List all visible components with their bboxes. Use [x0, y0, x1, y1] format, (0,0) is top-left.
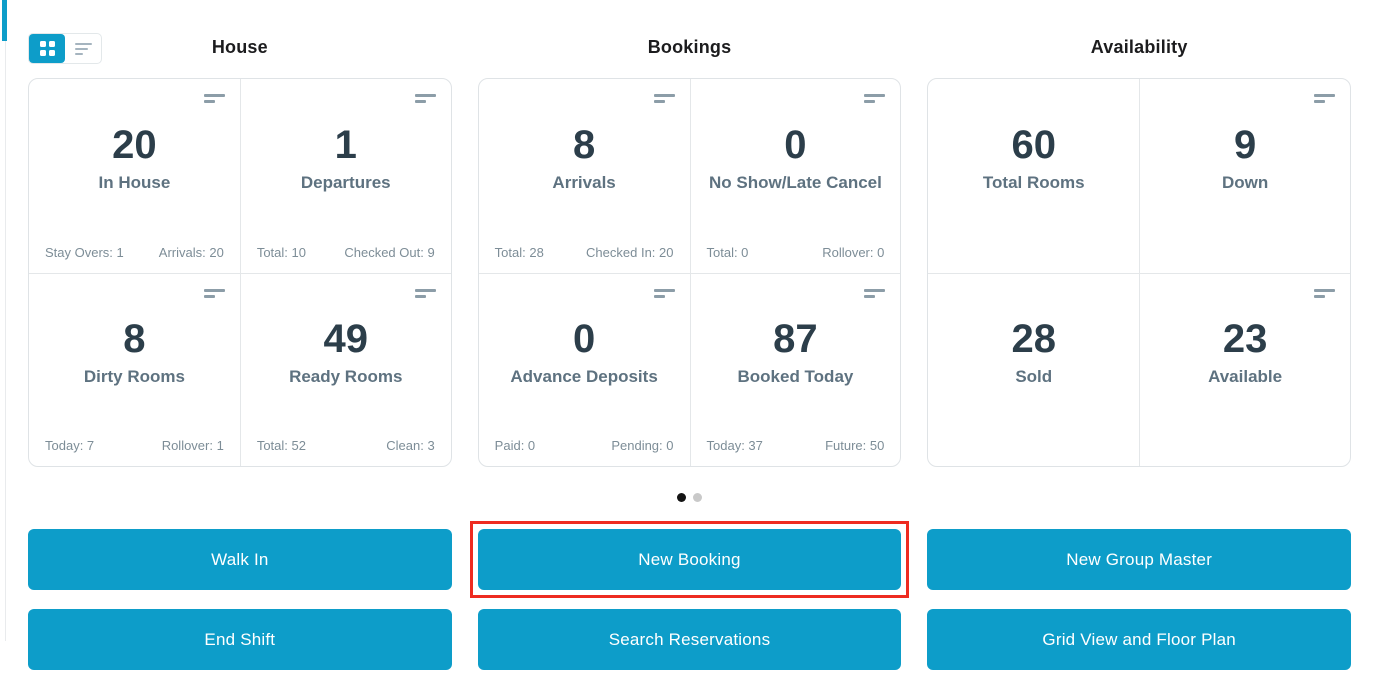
stat-card-total-rooms[interactable]: 60 Total Rooms [928, 79, 1139, 273]
stat-value: 60 [1011, 123, 1057, 168]
stat-footer: Total: 28 Checked In: 20 [495, 245, 674, 260]
stat-value: 20 [112, 123, 157, 168]
action-buttons-grid: Walk In New Booking New Group Master End… [28, 521, 1351, 670]
stat-label: Arrivals [552, 173, 616, 193]
annotation-highlight-box: New Booking [469, 521, 910, 598]
stat-footer-left: Today: 37 [706, 438, 763, 453]
card-menu-icon[interactable] [864, 288, 886, 298]
stat-label: Available [1208, 367, 1283, 387]
stat-footer-right: Checked In: 20 [586, 244, 674, 260]
walk-in-button[interactable]: Walk In [28, 529, 452, 590]
stat-footer-right: Rollover: 1 [161, 438, 224, 453]
stat-value: 1 [334, 123, 357, 168]
stat-footer: Total: 52 Clean: 3 [257, 438, 435, 453]
stat-value: 9 [1233, 123, 1257, 168]
list-view-icon [74, 42, 92, 55]
card-menu-icon[interactable] [864, 94, 886, 103]
stat-value: 8 [572, 123, 596, 168]
card-menu-icon[interactable] [1314, 94, 1336, 103]
card-menu-icon[interactable] [414, 288, 436, 298]
dashboard-content: House Bookings Availability 20 In House … [28, 33, 1352, 670]
stat-label: Total Rooms [982, 173, 1085, 193]
grid-view-floor-plan-button[interactable]: Grid View and Floor Plan [927, 609, 1351, 670]
left-accent-bar [2, 0, 7, 41]
stat-footer-left: Total: 28 [494, 244, 544, 260]
card-menu-icon[interactable] [203, 94, 225, 103]
stat-footer: Today: 7 Rollover: 1 [45, 438, 224, 453]
new-booking-button[interactable]: New Booking [477, 529, 902, 590]
stat-card-departures[interactable]: 1 Departures Total: 10 Checked Out: 9 [239, 79, 451, 273]
stat-card-dirty-rooms[interactable]: 8 Dirty Rooms Today: 7 Rollover: 1 [29, 272, 240, 467]
stat-footer: Total: 10 Checked Out: 9 [257, 245, 435, 260]
section-title-house: House [211, 37, 268, 57]
section-title-availability: Availability [1090, 37, 1188, 57]
stat-footer-left: Paid: 0 [494, 438, 536, 453]
stat-value: 23 [1222, 317, 1268, 362]
stat-footer: Today: 37 Future: 50 [707, 438, 885, 453]
stat-footer-left: Total: 10 [256, 244, 306, 260]
stat-label: Booked Today [737, 367, 854, 387]
stat-value: 49 [323, 317, 369, 362]
stat-card-sold[interactable]: 28 Sold [928, 272, 1140, 467]
stat-footer-right: Future: 50 [825, 438, 885, 453]
stat-footer: Total: 0 Rollover: 0 [707, 245, 885, 260]
card-menu-icon[interactable] [1314, 288, 1336, 298]
stat-value: 0 [784, 123, 807, 168]
stat-footer-left: Total: 0 [706, 244, 749, 260]
section-header-row: House Bookings Availability [28, 33, 1351, 64]
house-panel: 20 In House Stay Overs: 1 Arrivals: 20 1… [28, 78, 452, 467]
stat-label: Down [1221, 173, 1269, 193]
card-menu-icon[interactable] [653, 94, 675, 103]
bookings-panel: 8 Arrivals Total: 28 Checked In: 20 0 No… [477, 78, 902, 467]
stat-card-arrivals[interactable]: 8 Arrivals Total: 28 Checked In: 20 [479, 79, 690, 273]
stat-value: 28 [1011, 317, 1057, 362]
grid-view-toggle-button[interactable] [29, 34, 65, 63]
stat-footer-right: Clean: 3 [386, 438, 435, 453]
section-title-bookings: Bookings [647, 37, 732, 57]
card-menu-icon[interactable] [414, 94, 436, 103]
stat-card-available[interactable]: 23 Available [1139, 272, 1351, 466]
stat-footer-left: Stay Overs: 1 [45, 244, 124, 260]
stat-label: Departures [300, 173, 391, 193]
new-group-master-button[interactable]: New Group Master [927, 529, 1351, 590]
stat-card-no-show-late-cancel[interactable]: 0 No Show/Late Cancel Total: 0 Rollover:… [689, 79, 901, 273]
stat-label: In House [98, 173, 171, 193]
stat-footer-right: Arrivals: 20 [158, 244, 224, 260]
stat-panels-row: 20 In House Stay Overs: 1 Arrivals: 20 1… [28, 78, 1352, 467]
stat-footer: Paid: 0 Pending: 0 [495, 438, 674, 453]
stat-card-in-house[interactable]: 20 In House Stay Overs: 1 Arrivals: 20 [29, 79, 240, 273]
stat-footer-left: Today: 7 [45, 438, 95, 453]
stat-footer-right: Checked Out: 9 [344, 244, 435, 260]
stat-value: 0 [572, 317, 596, 362]
stat-label: Dirty Rooms [83, 367, 185, 387]
stat-footer-left: Total: 52 [256, 438, 306, 453]
stat-card-advance-deposits[interactable]: 0 Advance Deposits Paid: 0 Pending: 0 [478, 272, 690, 467]
availability-panel: 60 Total Rooms 9 Down 28 Sold 23 Availab… [927, 78, 1352, 467]
stat-label: Sold [1015, 367, 1053, 387]
stat-card-ready-rooms[interactable]: 49 Ready Rooms Total: 52 Clean: 3 [239, 272, 451, 466]
stat-card-down[interactable]: 9 Down [1139, 79, 1350, 273]
stat-footer: Stay Overs: 1 Arrivals: 20 [45, 245, 224, 260]
grid-view-icon [39, 41, 55, 56]
list-view-toggle-button[interactable] [65, 34, 101, 63]
pagination-dot-1[interactable] [677, 492, 686, 502]
carousel-pagination [28, 492, 1351, 502]
stat-value: 87 [773, 317, 818, 362]
view-mode-toggle [28, 33, 102, 64]
end-shift-button[interactable]: End Shift [28, 609, 452, 670]
left-border-line [5, 41, 6, 641]
stat-card-booked-today[interactable]: 87 Booked Today Today: 37 Future: 50 [689, 272, 901, 466]
stat-label: Advance Deposits [510, 367, 658, 387]
stat-value: 8 [123, 317, 146, 362]
stat-footer-right: Pending: 0 [611, 438, 674, 453]
stat-label: Ready Rooms [289, 367, 403, 387]
stat-label: No Show/Late Cancel [708, 173, 882, 193]
search-reservations-button[interactable]: Search Reservations [477, 609, 902, 670]
card-menu-icon[interactable] [203, 288, 225, 298]
pagination-dot-2[interactable] [693, 492, 702, 502]
stat-footer-right: Rollover: 0 [822, 244, 885, 260]
card-menu-icon[interactable] [653, 288, 675, 298]
